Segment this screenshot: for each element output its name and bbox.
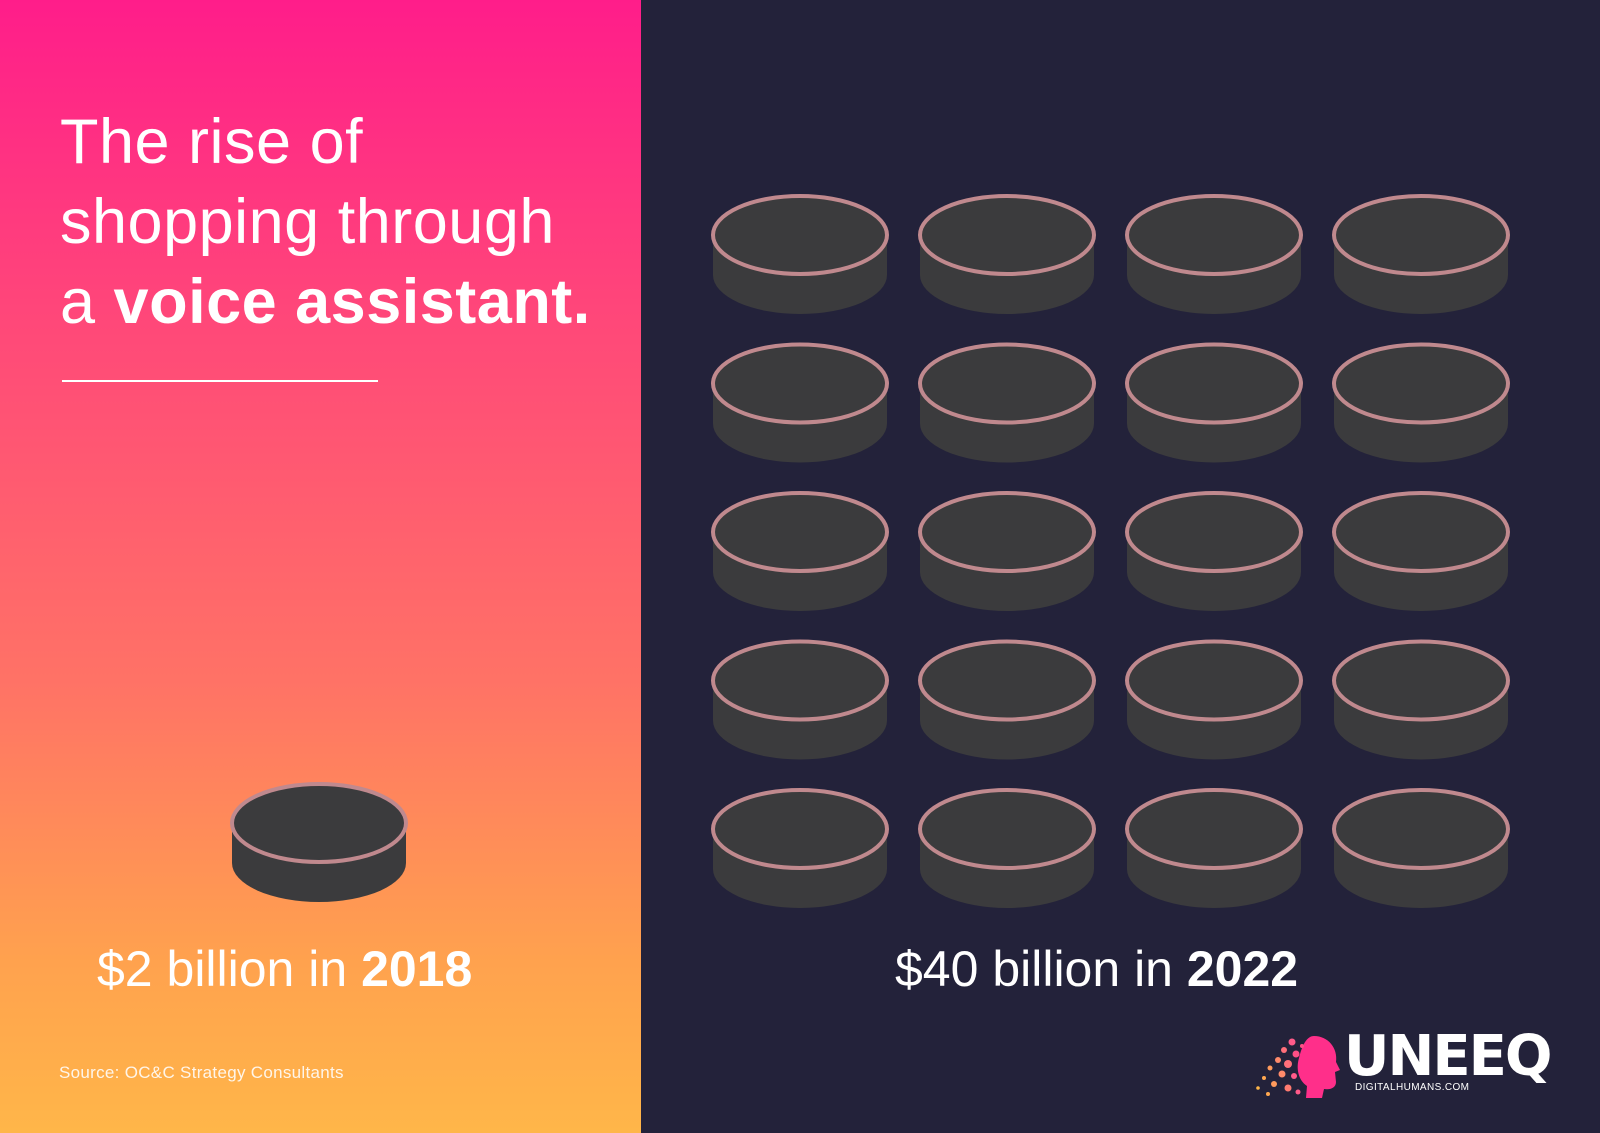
coin-2022 <box>1125 491 1303 611</box>
headline: The rise of shopping through a voice ass… <box>60 102 640 342</box>
coin-2022 <box>711 491 889 611</box>
value-label-2018: $2 billion in 2018 <box>97 940 472 998</box>
coin-2022 <box>1125 639 1303 760</box>
amount-2018: $2 billion in <box>97 941 362 997</box>
coin-2022 <box>918 491 1096 611</box>
coin-2022 <box>1332 194 1510 314</box>
coin-2022 <box>1125 788 1303 908</box>
headline-line-3-prefix: a <box>60 267 114 337</box>
source-note: Source: OC&C Strategy Consultants <box>59 1063 344 1082</box>
coin-2022 <box>1125 342 1303 463</box>
uneeq-logo: UNEEQ DIGITALHUMANS.COM <box>1252 1024 1552 1100</box>
coin-2022 <box>711 788 889 908</box>
logo-wordmark: UNEEQ <box>1344 1024 1552 1089</box>
coin-2022 <box>1332 342 1510 463</box>
coin-2022 <box>1332 491 1510 611</box>
coin-2022 <box>1332 639 1510 760</box>
coin-2022 <box>918 639 1096 760</box>
coin-2022 <box>918 194 1096 314</box>
headline-line-3: a voice assistant. <box>60 262 640 342</box>
digital-human-head-icon <box>1256 1036 1340 1098</box>
year-2022: 2022 <box>1186 941 1299 997</box>
coin-group-2022 <box>711 194 1510 908</box>
coin-2022 <box>711 194 889 314</box>
coin-2022 <box>918 342 1096 463</box>
logo-tagline: DIGITALHUMANS.COM <box>1355 1082 1470 1093</box>
coin-2022 <box>1125 194 1303 314</box>
coin-2022 <box>918 788 1096 908</box>
headline-emphasis: voice assistant. <box>113 267 591 337</box>
coin-2022 <box>1332 788 1510 908</box>
coin-2022 <box>711 639 889 760</box>
left-panel: The rise of shopping through a voice ass… <box>0 0 641 1133</box>
headline-line-2: shopping through <box>60 187 555 257</box>
coin-2022 <box>711 342 889 463</box>
amount-2022: $40 billion in <box>895 941 1187 997</box>
year-2018: 2018 <box>361 941 473 997</box>
coin-2018 <box>230 782 408 902</box>
right-panel <box>641 0 1600 1133</box>
headline-divider <box>62 380 378 382</box>
coin-group-2018 <box>230 782 408 902</box>
value-label-2022: $40 billion in 2022 <box>895 940 1298 998</box>
headline-line-1: The rise of <box>60 107 364 177</box>
